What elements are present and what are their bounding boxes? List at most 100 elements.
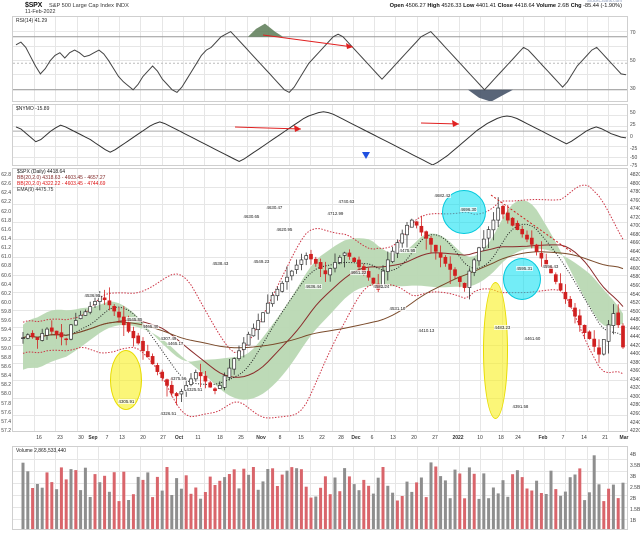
rsi-tick-30: 30: [630, 86, 636, 92]
price-left-tick: 61.6: [1, 226, 11, 233]
price-right-tick: 4220: [630, 428, 640, 434]
date-tick: 27: [160, 435, 166, 441]
price-left-tick: 62.4: [1, 190, 11, 197]
price-right-tick: 4800: [630, 180, 640, 187]
open-label: Open: [389, 2, 404, 9]
price-left-tick: 61.0: [1, 254, 11, 261]
cyan-circle-2: [503, 258, 541, 300]
price-right-tick: 4780: [630, 189, 640, 196]
low-label: Low: [463, 2, 475, 9]
price-right-tick: 4560: [630, 282, 640, 289]
date-tick: Nov: [256, 435, 266, 441]
price-annotation: 4582.24: [373, 284, 390, 289]
symbol-ticker: $SPX: [25, 2, 43, 9]
price-annotation: 4545.85: [126, 317, 143, 322]
price-left-tick: 59.4: [1, 327, 11, 334]
price-right-tick: 4340: [630, 376, 640, 383]
nymo-tick-m25: -25: [630, 146, 638, 152]
price-annotation: 4630.47: [266, 205, 283, 210]
price-left-tick: 62.2: [1, 199, 11, 206]
vol-tick-1b: 1B: [630, 518, 637, 524]
vol-tick-4b: 4B: [630, 452, 637, 458]
price-left-tick: 62.6: [1, 181, 11, 188]
price-right-tick: 4280: [630, 402, 640, 409]
vol-tick-15b: 1.5B: [630, 507, 640, 513]
price-annotation: 4740.63: [338, 199, 355, 204]
price-left-tick: 61.8: [1, 217, 11, 224]
price-right-tick: 4480: [630, 317, 640, 324]
price-legend-bb2: BB(20,2.0) 4322.22 - 4603.45 - 4744.69: [17, 181, 106, 187]
price-right-tick: 4580: [630, 274, 640, 281]
volume-legend: Volume 2,865,533,440: [16, 448, 67, 454]
price-right-tick: 4520: [630, 300, 640, 306]
date-tick: 28: [338, 435, 344, 441]
rsi-panel[interactable]: RSI(14) 41.29: [12, 16, 628, 102]
high-label: High: [427, 2, 440, 9]
price-annotation: 4596.43: [542, 264, 559, 269]
date-tick: 6: [370, 435, 374, 441]
date-tick: 8: [278, 435, 282, 441]
price-legend-symbol: $SPX (Daily) 4418.64: [17, 169, 66, 175]
price-annotation: 4636.44: [305, 284, 322, 289]
price-annotation: 4712.99: [327, 211, 344, 216]
price-right-tick: 4300: [630, 393, 640, 400]
date-tick: 13: [390, 435, 396, 441]
price-annotation: 4391.58: [512, 404, 529, 409]
price-annotation: 4325.51: [186, 387, 203, 392]
price-annotation: 4661.22: [350, 270, 367, 275]
bottom-bar: [0, 530, 640, 543]
price-left-tick: 62.8: [1, 172, 11, 178]
price-right-tick: 4320: [630, 385, 640, 392]
price-left-tick: 61.2: [1, 245, 11, 252]
nymo-tick-m75: -75: [630, 163, 638, 169]
price-left-tick: 60.6: [1, 272, 11, 279]
price-right-tick: 4540: [630, 291, 640, 298]
price-left-tick: 57.4: [1, 418, 11, 425]
price-panel[interactable]: $SPX (Daily) 4418.64 BB(20,2.0) 4318.63 …: [12, 168, 628, 432]
price-annotation: 4307.49: [160, 336, 177, 341]
price-left-tick: 58.6: [1, 364, 11, 370]
price-left-tick: 60.0: [1, 300, 11, 306]
volume-label: Volume: [536, 2, 557, 9]
nymo-panel[interactable]: $NYMO -15.89: [12, 104, 628, 166]
date-tick: 30: [78, 435, 84, 441]
date-tick: 22: [319, 435, 325, 441]
nymo-tick-25: 25: [630, 122, 636, 128]
date-tick: 10: [477, 435, 483, 441]
chg-label: Chg: [570, 2, 582, 9]
price-left-tick: 59.8: [1, 309, 11, 316]
nymo-tick-50: 50: [630, 110, 636, 116]
price-annotation: 4465.17: [167, 341, 184, 346]
price-annotation: 4682.42: [434, 193, 451, 198]
date-tick: 7: [561, 435, 565, 441]
price-right-tick: 4820: [630, 172, 640, 178]
price-right-tick: 4360: [630, 368, 640, 375]
date-tick: 23: [57, 435, 63, 441]
price-legend-bb: BB(20,2.0) 4318.63 - 4603.45 - 4657.27: [17, 175, 106, 181]
price-left-tick: 58.8: [1, 354, 11, 361]
quote-line: Open 4506.27 High 4526.33 Low 4401.41 Cl…: [390, 3, 622, 9]
price-annotation: 4536.95: [84, 293, 101, 298]
date-axis: 16 23 30 Sep 7 13 20 27 Oct 11 18 25 Nov 8 15 22 28 Dec 6 1…: [12, 432, 628, 446]
volume-panel[interactable]: Volume 2,865,533,440: [12, 446, 628, 530]
date-tick: Sep: [88, 435, 98, 441]
price-right-tick: 4420: [630, 342, 640, 349]
price-annotation: 4549.23: [253, 259, 270, 264]
close-label: Close: [497, 2, 513, 9]
price-right-tick: 4740: [630, 206, 640, 213]
price-left-tick: 57.8: [1, 400, 11, 407]
open-value: 4506.27: [405, 2, 426, 9]
price-legend-ema: EMA(9) 4475.75: [17, 187, 54, 193]
vol-tick-35b: 3.5B: [630, 463, 640, 469]
price-right-tick: 4660: [630, 240, 640, 247]
price-left-tick: 58.2: [1, 382, 11, 389]
price-right-tick: 4720: [630, 214, 640, 221]
rsi-legend: RSI(14) 41.29: [16, 18, 48, 24]
price-right-tick: 4240: [630, 419, 640, 426]
date-tick: 25: [238, 435, 244, 441]
price-left-tick: 61.4: [1, 236, 11, 242]
date-tick: 27: [432, 435, 438, 441]
price-annotation: 4483.23: [494, 325, 511, 330]
price-annotation: 4595.31: [516, 266, 533, 271]
price-annotation: 4410.13: [418, 328, 435, 333]
